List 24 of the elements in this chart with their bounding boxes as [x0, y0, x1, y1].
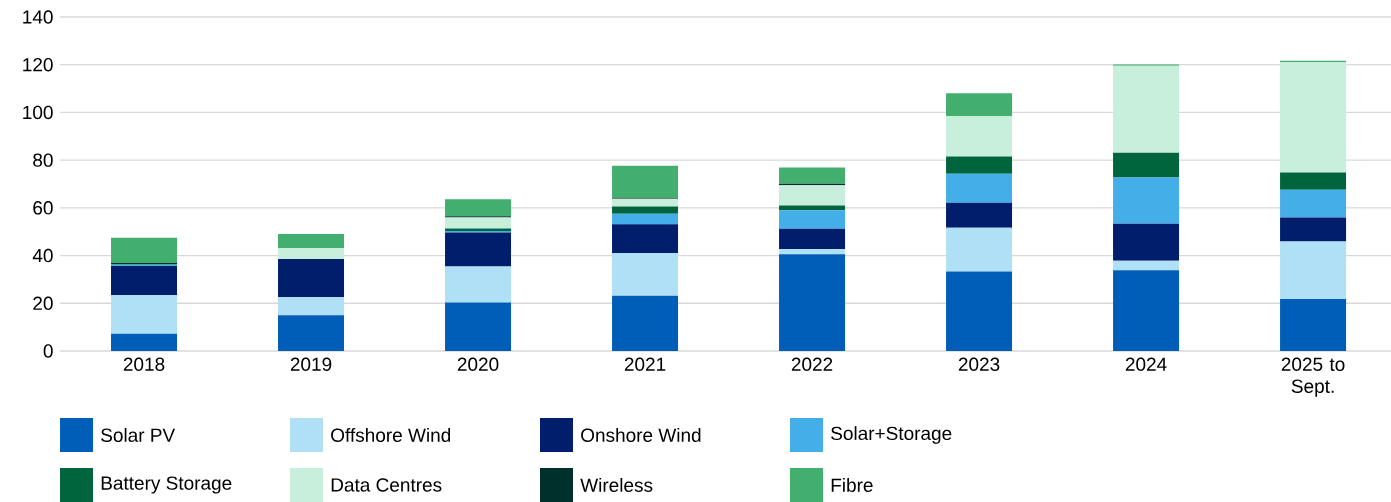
x-tick-label: 2022 [791, 357, 833, 371]
y-tick-label: 100 [23, 105, 53, 120]
x-tick-label: 2023 [958, 357, 1000, 371]
x-tick-label: 2018 [123, 357, 165, 371]
legend-label: Solar PV [101, 428, 176, 442]
y-tick-label: 120 [23, 57, 53, 72]
y-tick-label: 140 [23, 10, 53, 24]
legend-label: Offshore Wind [331, 428, 451, 442]
y-tick-label: 20 [33, 296, 53, 310]
y-tick-label: 80 [33, 153, 53, 167]
legend-label: Wireless [580, 478, 653, 492]
legend-label: Fibre [831, 478, 873, 492]
x-tick-label: 2024 [1125, 357, 1167, 371]
legend-label: Onshore Wind [581, 428, 701, 442]
y-tick-label: 40 [32, 248, 53, 263]
y-tick-label: 60 [33, 201, 53, 215]
legend-label: Battery Storage [101, 476, 232, 494]
x-tick-label: 2021 [624, 357, 666, 371]
y-tick-label: 0 [43, 344, 53, 358]
x-tick-label: 2019 [290, 357, 332, 371]
x-tick-label: 2020 [457, 357, 499, 371]
x-tick-label: 2025 to Sept. [1281, 357, 1345, 397]
legend-label: Data Centres [331, 478, 442, 492]
legend-label: Solar+Storage [831, 426, 952, 444]
